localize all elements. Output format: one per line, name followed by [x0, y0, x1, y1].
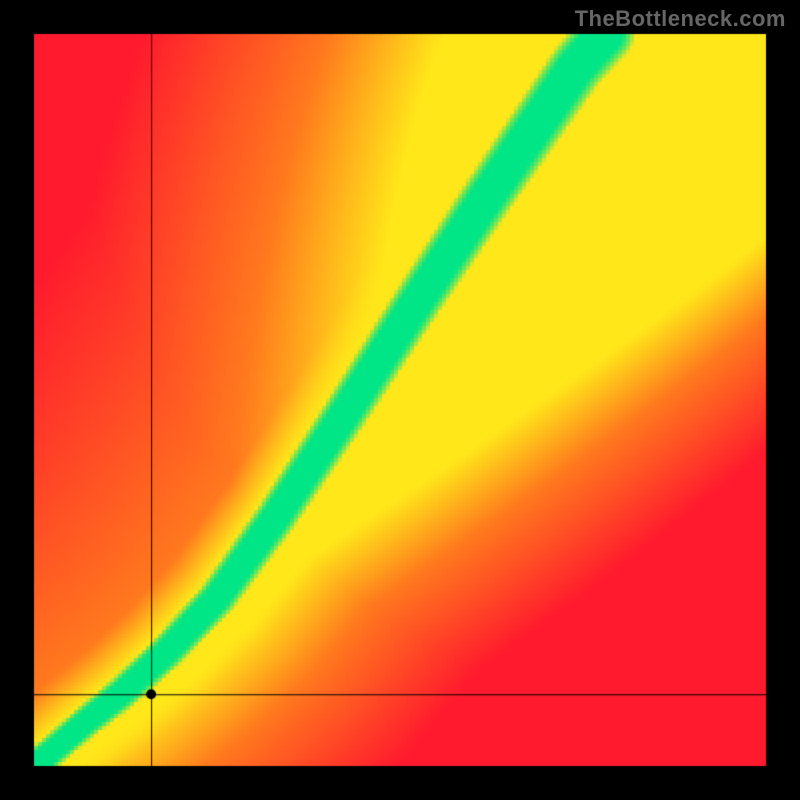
bottleneck-heatmap	[0, 0, 800, 800]
watermark-text: TheBottleneck.com	[575, 6, 786, 32]
chart-container: TheBottleneck.com	[0, 0, 800, 800]
